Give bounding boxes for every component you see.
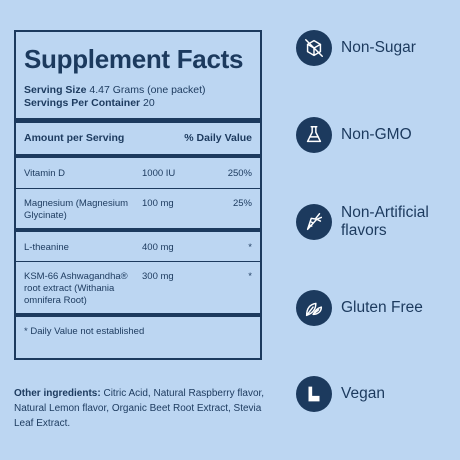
thin-divider bbox=[16, 261, 260, 262]
badge-non-artificial: Non-Artificial flavors bbox=[296, 204, 451, 240]
flask-icon bbox=[296, 117, 332, 153]
badge-label: Non-Artificial flavors bbox=[341, 204, 429, 239]
leaves-icon bbox=[296, 290, 332, 326]
vegan-v-icon bbox=[296, 376, 332, 412]
badge-vegan: Vegan bbox=[296, 376, 385, 412]
thick-divider bbox=[16, 228, 260, 232]
serving-size-value: 4.47 Grams (one packet) bbox=[89, 84, 206, 96]
badge-label: Non-Sugar bbox=[341, 39, 416, 56]
thick-divider bbox=[16, 118, 260, 123]
row-amount: 1000 IU bbox=[142, 168, 176, 179]
row-name: Magnesium (Magnesium Glycinate) bbox=[24, 198, 129, 221]
header-amount: Amount per Serving bbox=[24, 132, 125, 144]
row-dv: * bbox=[248, 271, 252, 282]
row-dv: 25% bbox=[232, 198, 252, 209]
row-name: L-theanine bbox=[24, 242, 69, 253]
table-row: Vitamin D 1000 IU 250% bbox=[24, 168, 252, 182]
row-dv: 250% bbox=[227, 168, 252, 179]
other-ingredients: Other ingredients: Citric Acid, Natural … bbox=[14, 386, 276, 431]
row-dv: * bbox=[248, 242, 252, 253]
badge-label: Gluten Free bbox=[341, 299, 423, 316]
row-amount: 300 mg bbox=[142, 271, 174, 282]
badge-label: Vegan bbox=[341, 385, 385, 402]
badge-gluten-free: Gluten Free bbox=[296, 290, 423, 326]
thick-divider bbox=[16, 313, 260, 317]
row-amount: 100 mg bbox=[142, 198, 174, 209]
table-row: L-theanine 400 mg * bbox=[24, 242, 252, 256]
servings-value: 20 bbox=[143, 97, 155, 109]
row-name: Vitamin D bbox=[24, 168, 66, 179]
servings-label: Servings Per Container bbox=[24, 97, 141, 109]
footnote: * Daily Value not established bbox=[24, 326, 145, 337]
carrot-icon bbox=[296, 204, 332, 240]
serving-size-label: Serving Size bbox=[24, 84, 87, 96]
table-row: Magnesium (Magnesium Glycinate) 100 mg 2… bbox=[24, 198, 252, 222]
badge-non-gmo: Non-GMO bbox=[296, 117, 412, 153]
facts-header-row: Amount per Serving % Daily Value bbox=[24, 123, 252, 154]
badge-label: Non-GMO bbox=[341, 126, 412, 143]
thin-divider bbox=[16, 188, 260, 189]
thick-divider bbox=[16, 154, 260, 158]
serving-info: Serving Size 4.47 Grams (one packet) Ser… bbox=[24, 84, 252, 110]
other-ingredients-text: Citric Acid, Natural Raspberry flavor, N… bbox=[14, 388, 265, 429]
other-ingredients-label: Other ingredients: bbox=[14, 388, 101, 399]
facts-title: Supplement Facts bbox=[24, 44, 244, 74]
supplement-facts-panel: Supplement Facts Serving Size 4.47 Grams… bbox=[14, 30, 262, 360]
row-name: KSM-66 Ashwagandha® root extract (Withan… bbox=[24, 271, 128, 306]
badge-non-sugar: Non-Sugar bbox=[296, 30, 416, 66]
sugar-cube-crossed-icon bbox=[296, 30, 332, 66]
table-row: KSM-66 Ashwagandha® root extract (Withan… bbox=[24, 271, 252, 307]
header-daily-value: % Daily Value bbox=[184, 132, 252, 144]
row-amount: 400 mg bbox=[142, 242, 174, 253]
